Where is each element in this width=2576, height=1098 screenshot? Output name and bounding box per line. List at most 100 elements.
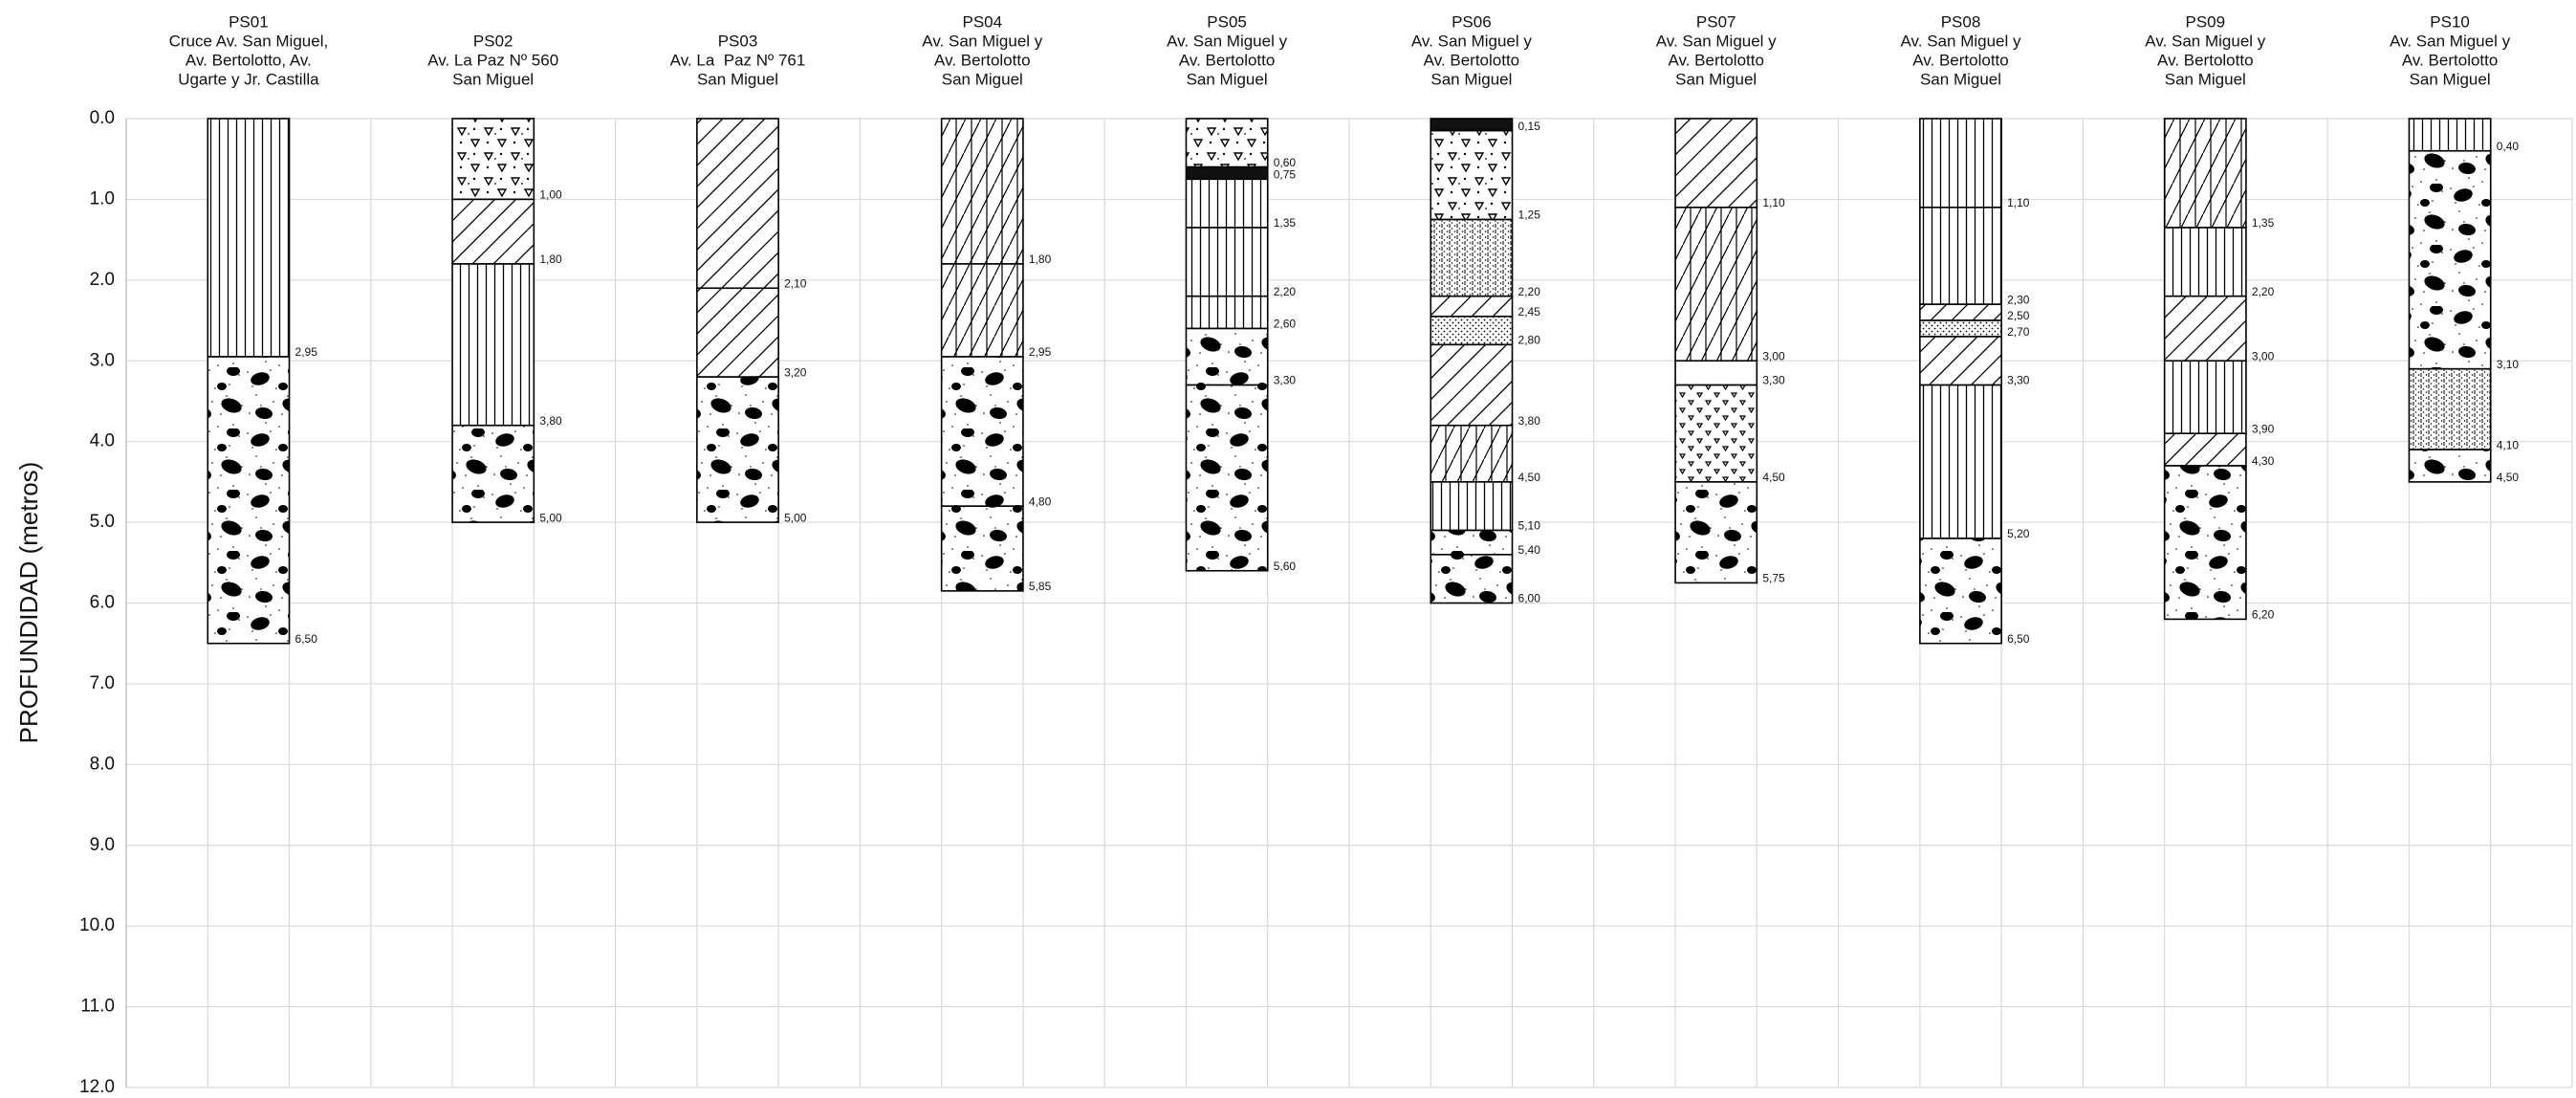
soil-layer <box>2165 119 2246 228</box>
soil-layer <box>1186 167 1267 180</box>
soil-layer <box>1430 317 1512 345</box>
column-location: Av. Bertolotto <box>2402 51 2498 69</box>
depth-label: 3,00 <box>1762 349 1785 362</box>
depth-label: 4,80 <box>1029 494 1052 508</box>
soil-layer <box>942 506 1023 591</box>
y-tick-label: 0.0 <box>90 108 115 128</box>
soil-layer <box>1920 320 2001 337</box>
y-tick-label: 11.0 <box>80 997 115 1017</box>
soil-layer <box>2165 466 2246 619</box>
column-location: San Miguel <box>2165 70 2246 88</box>
depth-label: 5,85 <box>1029 580 1052 593</box>
y-tick-label: 3.0 <box>90 350 115 370</box>
depth-label: 0,75 <box>1274 167 1297 181</box>
depth-label: 2,50 <box>2007 309 2030 322</box>
depth-label: 5,20 <box>2007 527 2030 540</box>
depth-label: 2,45 <box>1518 305 1541 318</box>
column-location: Av. La Paz Nº 560 <box>427 51 558 69</box>
depth-label: 2,95 <box>295 345 318 359</box>
column-location: Cruce Av. San Miguel, <box>169 32 329 50</box>
column-location: San Miguel <box>1430 70 1512 88</box>
soil-layer <box>452 199 534 264</box>
depth-label: 5,40 <box>1518 543 1541 557</box>
soil-layer <box>697 119 778 288</box>
depth-label: 2,30 <box>2007 293 2030 306</box>
soil-layer <box>1920 304 2001 320</box>
soil-layer <box>1675 208 1757 361</box>
depth-label: 6,50 <box>295 632 318 646</box>
column-name: PS01 <box>229 12 269 31</box>
soil-layer <box>1920 337 2001 385</box>
column-location: San Miguel <box>1675 70 1757 88</box>
depth-label: 6,50 <box>2007 632 2030 646</box>
depth-label: 3,00 <box>2252 349 2275 362</box>
chart: PROFUNDIDAD (metros) 0.01.02.03.04.05.06… <box>0 0 2576 1098</box>
soil-layer <box>452 426 534 522</box>
depth-label: 3,10 <box>2497 358 2520 371</box>
depth-label: 1,35 <box>1274 216 1297 230</box>
soil-layer <box>1430 220 1512 296</box>
depth-label: 2,20 <box>1518 285 1541 298</box>
y-tick-label: 10.0 <box>79 915 115 935</box>
soil-layer <box>697 288 778 377</box>
y-axis-label: PROFUNDIDAD (metros) <box>14 462 43 744</box>
column-location: Av. Bertolotto <box>1912 51 2008 69</box>
soil-layer <box>1675 385 1757 482</box>
soil-layer <box>942 357 1023 506</box>
depth-label: 5,00 <box>784 511 807 524</box>
depth-label: 5,60 <box>1274 560 1297 573</box>
soil-layer <box>1675 119 1757 208</box>
depth-label: 4,50 <box>1762 471 1785 484</box>
depth-label: 0,15 <box>1518 120 1541 133</box>
soil-layer <box>1430 296 1512 317</box>
soil-layer <box>2409 119 2490 151</box>
soil-layer <box>1186 119 1267 167</box>
depth-label: 6,00 <box>1518 592 1541 605</box>
column-name: PS02 <box>473 32 513 50</box>
column-location: Av. San Miguel y <box>1411 32 1532 50</box>
depth-label: 3,90 <box>2252 422 2275 435</box>
depth-label: 1,35 <box>2252 216 2275 230</box>
y-tick-label: 7.0 <box>90 673 115 693</box>
y-tick-label: 6.0 <box>90 593 115 613</box>
soil-layer <box>207 119 289 357</box>
column-location: San Miguel <box>942 70 1023 88</box>
soil-layer <box>1186 385 1267 571</box>
depth-label: 1,00 <box>539 188 562 202</box>
depth-label: 3,30 <box>1762 374 1785 387</box>
depth-label: 2,20 <box>1274 285 1297 298</box>
soil-layer <box>2165 228 2246 296</box>
soil-layer <box>1920 538 2001 644</box>
soil-layer <box>2409 151 2490 369</box>
column-location: San Miguel <box>1187 70 1268 88</box>
soil-layer <box>1430 426 1512 482</box>
column-location: Ugarte y Jr. Castilla <box>178 70 319 88</box>
soil-layer <box>1430 131 1512 220</box>
soil-layer <box>2409 450 2490 482</box>
column-location: San Miguel <box>1920 70 2001 88</box>
soil-layer <box>942 264 1023 357</box>
column-name: PS06 <box>1452 12 1492 31</box>
soil-layer <box>697 377 778 522</box>
depth-label: 3,80 <box>539 414 562 428</box>
depth-label: 5,75 <box>1762 572 1785 585</box>
soil-layer <box>1430 119 1512 131</box>
soil-layer <box>1430 555 1512 604</box>
soil-layer <box>1430 531 1512 555</box>
depth-label: 5,10 <box>1518 519 1541 533</box>
y-tick-label: 5.0 <box>90 512 115 532</box>
depth-label: 1,10 <box>2007 196 2030 209</box>
y-tick-label: 12.0 <box>79 1077 115 1097</box>
soil-layer <box>1920 385 2001 538</box>
depth-label: 4,30 <box>2252 454 2275 468</box>
depth-label: 3,80 <box>1518 414 1541 428</box>
soil-layer <box>2409 369 2490 450</box>
y-tick-label: 9.0 <box>90 835 115 855</box>
depth-label: 2,10 <box>784 276 807 290</box>
column-location: Av. San Miguel y <box>1901 32 2021 50</box>
column-name: PS10 <box>2430 12 2470 31</box>
soil-layer <box>1675 361 1757 384</box>
column-location: Av. Bertolotto <box>1424 51 1519 69</box>
depth-label: 0,40 <box>2497 140 2520 153</box>
column-name: PS03 <box>718 32 758 50</box>
